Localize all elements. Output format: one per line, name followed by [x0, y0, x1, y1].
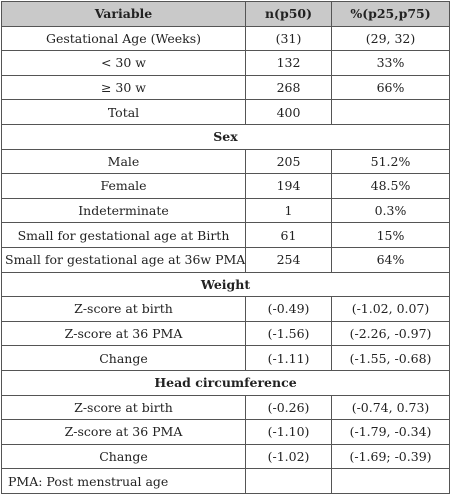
section-row: Weight — [1, 271, 450, 298]
percent-cell: (-2.26, -0.97) — [331, 320, 450, 347]
variable-cell: ≥ 30 w — [1, 74, 246, 101]
n-p50-cell: 400 — [245, 99, 332, 125]
section-heading: Weight — [1, 271, 450, 298]
percent-cell: 15% — [331, 222, 450, 248]
percent-cell — [331, 99, 450, 125]
table-header: Variable n(p50) %(p25,p75) — [1, 1, 450, 27]
percent-cell: (29, 32) — [331, 25, 450, 52]
table-row: < 30 w 132 33% — [1, 50, 450, 76]
variable-cell: Male — [1, 148, 246, 175]
table-row: Gestational Age (Weeks) (31) (29, 32) — [1, 25, 450, 52]
variable-cell: Z-score at 36 PMA — [1, 320, 246, 347]
n-p50-cell: 205 — [245, 148, 332, 175]
n-p50-cell: 1 — [245, 197, 332, 224]
section-heading: Head circumference — [1, 369, 450, 396]
footnote-text: PMA: Post menstrual age — [1, 468, 246, 494]
n-p50-cell: (-1.10) — [245, 419, 332, 445]
variable-cell: Total — [1, 99, 246, 125]
n-p50-cell: 132 — [245, 50, 332, 76]
table-body: Gestational Age (Weeks) (31) (29, 32) < 30 … — [1, 25, 450, 494]
n-p50-cell: (-1.56) — [245, 320, 332, 347]
n-p50-cell: (-1.11) — [245, 345, 332, 371]
table-row: Change (-1.02) (-1.69; -0.39) — [1, 443, 450, 470]
variable-cell: Small for gestational age at 36w PMA — [1, 246, 246, 273]
variable-cell: < 30 w — [1, 50, 246, 76]
variable-cell: Gestational Age (Weeks) — [1, 25, 246, 52]
table-row: Z-score at birth (-0.26) (-0.74, 0.73) — [1, 394, 450, 421]
percent-cell: (-1.79, -0.34) — [331, 419, 450, 445]
variable-cell: Z-score at birth — [1, 394, 246, 421]
percent-cell — [331, 468, 450, 494]
percent-cell: (-1.55, -0.68) — [331, 345, 450, 371]
n-p50-cell — [245, 468, 332, 494]
variable-cell: Small for gestational age at Birth — [1, 222, 246, 248]
variable-cell: Change — [1, 443, 246, 470]
data-table: Variable n(p50) %(p25,p75) Gestational A… — [1, 1, 450, 494]
variable-cell: Female — [1, 173, 246, 199]
percent-cell: (-0.74, 0.73) — [331, 394, 450, 421]
n-p50-cell: 61 — [245, 222, 332, 248]
table-row: Small for gestational age at 36w PMA 254 6… — [1, 246, 450, 273]
percent-cell: 48.5% — [331, 173, 450, 199]
table-row: Change (-1.11) (-1.55, -0.68) — [1, 345, 450, 371]
n-p50-cell: 268 — [245, 74, 332, 101]
percent-cell: 51.2% — [331, 148, 450, 175]
header-n-p50: n(p50) — [245, 1, 332, 27]
table-row: Z-score at 36 PMA (-1.56) (-2.26, -0.97) — [1, 320, 450, 347]
n-p50-cell: (31) — [245, 25, 332, 52]
header-percent-p25-p75: %(p25,p75) — [331, 1, 450, 27]
table-row: Female 194 48.5% — [1, 173, 450, 199]
section-row: Sex — [1, 123, 450, 150]
percent-cell: (-1.02, 0.07) — [331, 296, 450, 322]
variable-cell: Z-score at 36 PMA — [1, 419, 246, 445]
table-row: Total 400 — [1, 99, 450, 125]
n-p50-cell: (-1.02) — [245, 443, 332, 470]
table-row: Z-score at 36 PMA (-1.10) (-1.79, -0.34) — [1, 419, 450, 445]
percent-cell: 64% — [331, 246, 450, 273]
table-row: Small for gestational age at Birth 61 15% — [1, 222, 450, 248]
percent-cell: 33% — [331, 50, 450, 76]
table-row: Male 205 51.2% — [1, 148, 450, 175]
n-p50-cell: 194 — [245, 173, 332, 199]
n-p50-cell: (-0.49) — [245, 296, 332, 322]
section-row: Head circumference — [1, 369, 450, 396]
percent-cell: (-1.69; -0.39) — [331, 443, 450, 470]
table-row: Indeterminate 1 0.3% — [1, 197, 450, 224]
variable-cell: Z-score at birth — [1, 296, 246, 322]
n-p50-cell: (-0.26) — [245, 394, 332, 421]
percent-cell: 0.3% — [331, 197, 450, 224]
percent-cell: 66% — [331, 74, 450, 101]
table-row: ≥ 30 w 268 66% — [1, 74, 450, 101]
header-variable: Variable — [1, 1, 246, 27]
n-p50-cell: 254 — [245, 246, 332, 273]
section-heading: Sex — [1, 123, 450, 150]
variable-cell: Change — [1, 345, 246, 371]
header-row: Variable n(p50) %(p25,p75) — [1, 1, 450, 27]
table-row: Z-score at birth (-0.49) (-1.02, 0.07) — [1, 296, 450, 322]
variable-cell: Indeterminate — [1, 197, 246, 224]
footnote-row: PMA: Post menstrual age — [1, 468, 450, 494]
